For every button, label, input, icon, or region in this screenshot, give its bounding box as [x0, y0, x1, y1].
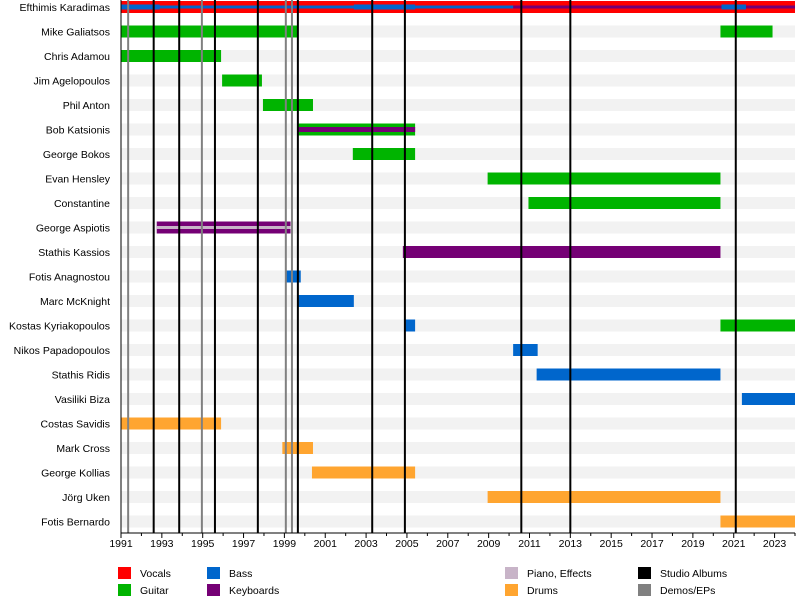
x-tick-label: 2021 — [722, 538, 746, 550]
legend-swatch — [638, 584, 651, 596]
member-label: Stathis Ridis — [52, 370, 110, 382]
bar-piano-effects — [156, 226, 291, 229]
x-tick-label: 2001 — [314, 538, 338, 550]
row-band — [121, 148, 795, 160]
member-label: George Bokos — [43, 149, 110, 161]
x-tick-label: 1997 — [232, 538, 256, 550]
row-band — [121, 50, 795, 62]
member-label: Constantine — [54, 198, 110, 210]
member-label: Costas Savidis — [41, 419, 110, 431]
member-label: Efthimis Karadimas — [20, 2, 110, 14]
row-band — [121, 74, 795, 87]
bar-guitar — [121, 25, 298, 38]
member-label: Nikos Papadopoulos — [14, 345, 110, 357]
x-tick-label: 2011 — [518, 538, 541, 550]
bar-keyboards — [402, 246, 721, 258]
bar-guitar — [720, 25, 773, 38]
member-label: Bob Katsionis — [46, 125, 110, 137]
legend-swatch — [118, 584, 131, 596]
member-label: Fotis Anagnostou — [29, 272, 110, 284]
legend-label: Bass — [229, 568, 252, 580]
row-band — [121, 417, 795, 430]
x-tick-label: 2013 — [559, 538, 583, 550]
bar-guitar — [487, 172, 721, 185]
bar-bass — [121, 5, 514, 9]
x-tick-label: 1995 — [191, 538, 215, 550]
member-label: Mark Cross — [56, 443, 110, 455]
bar-guitar — [262, 99, 313, 111]
bar-bass — [404, 319, 416, 332]
bar-guitar — [222, 74, 262, 87]
legend-label: Piano, Effects — [527, 568, 592, 580]
row-band — [121, 344, 795, 356]
legend-swatch — [505, 584, 518, 596]
member-label: Fotis Bernardo — [41, 517, 110, 529]
bar-guitar — [121, 50, 222, 62]
x-tick-label: 2003 — [354, 538, 378, 550]
row-band — [121, 466, 795, 479]
member-label: Kostas Kyriakopoulos — [9, 321, 110, 333]
member-label: Phil Anton — [63, 100, 110, 112]
row-band — [121, 319, 795, 332]
bar-bass — [536, 368, 721, 381]
member-label: Mike Galiatsos — [41, 27, 110, 39]
x-tick-label: 1991 — [109, 538, 133, 550]
x-tick-label: 1993 — [150, 538, 174, 550]
bar-bass — [297, 295, 354, 307]
member-label: Evan Hensley — [45, 174, 111, 186]
bar-keyboards — [297, 127, 416, 132]
bar-bass — [121, 4, 160, 10]
member-label: George Aspiotis — [36, 223, 110, 235]
x-tick-label: 2017 — [640, 538, 664, 550]
member-label: Jim Agelopoulos — [34, 76, 110, 88]
member-label: Vasiliki Biza — [55, 394, 110, 406]
legend-label: Demos/EPs — [660, 585, 715, 597]
legend-label: Guitar — [140, 585, 169, 597]
row-band — [121, 393, 795, 405]
bar-bass — [741, 393, 795, 405]
x-tick-label: 2009 — [477, 538, 501, 550]
legend-swatch — [638, 567, 651, 579]
row-band — [121, 270, 795, 283]
bar-guitar — [528, 197, 721, 209]
row-band — [121, 99, 795, 111]
legend-label: Keyboards — [229, 585, 279, 597]
legend-swatch — [505, 567, 518, 579]
bar-drums — [720, 515, 795, 528]
bar-drums — [487, 491, 721, 503]
x-tick-label: 2007 — [436, 538, 460, 550]
row-band — [121, 442, 795, 454]
row-band — [121, 515, 795, 528]
member-label: Chris Adamou — [44, 51, 110, 63]
bar-drums — [121, 417, 222, 430]
member-label: Stathis Kassios — [38, 247, 110, 259]
legend-label: Vocals — [140, 568, 171, 580]
x-tick-label: 1999 — [273, 538, 297, 550]
bar-bass — [353, 4, 416, 10]
row-band — [121, 123, 795, 136]
x-tick-label: 2023 — [763, 538, 787, 550]
row-band — [121, 295, 795, 307]
x-tick-label: 2019 — [681, 538, 705, 550]
member-label: Marc McKnight — [40, 296, 110, 308]
bar-guitar — [720, 319, 795, 332]
x-tick-label: 2015 — [600, 538, 624, 550]
legend-swatch — [207, 567, 220, 579]
bar-guitar — [352, 148, 416, 160]
member-label: George Kollias — [41, 468, 110, 480]
bar-bass — [513, 344, 538, 356]
bar-bass — [721, 4, 746, 10]
legend-label: Studio Albums — [660, 568, 727, 580]
bar-drums — [311, 466, 416, 479]
x-tick-label: 2005 — [395, 538, 419, 550]
legend-swatch — [118, 567, 131, 579]
legend-swatch — [207, 584, 220, 596]
member-label: Jörg Uken — [62, 492, 110, 504]
legend-label: Drums — [527, 585, 558, 597]
